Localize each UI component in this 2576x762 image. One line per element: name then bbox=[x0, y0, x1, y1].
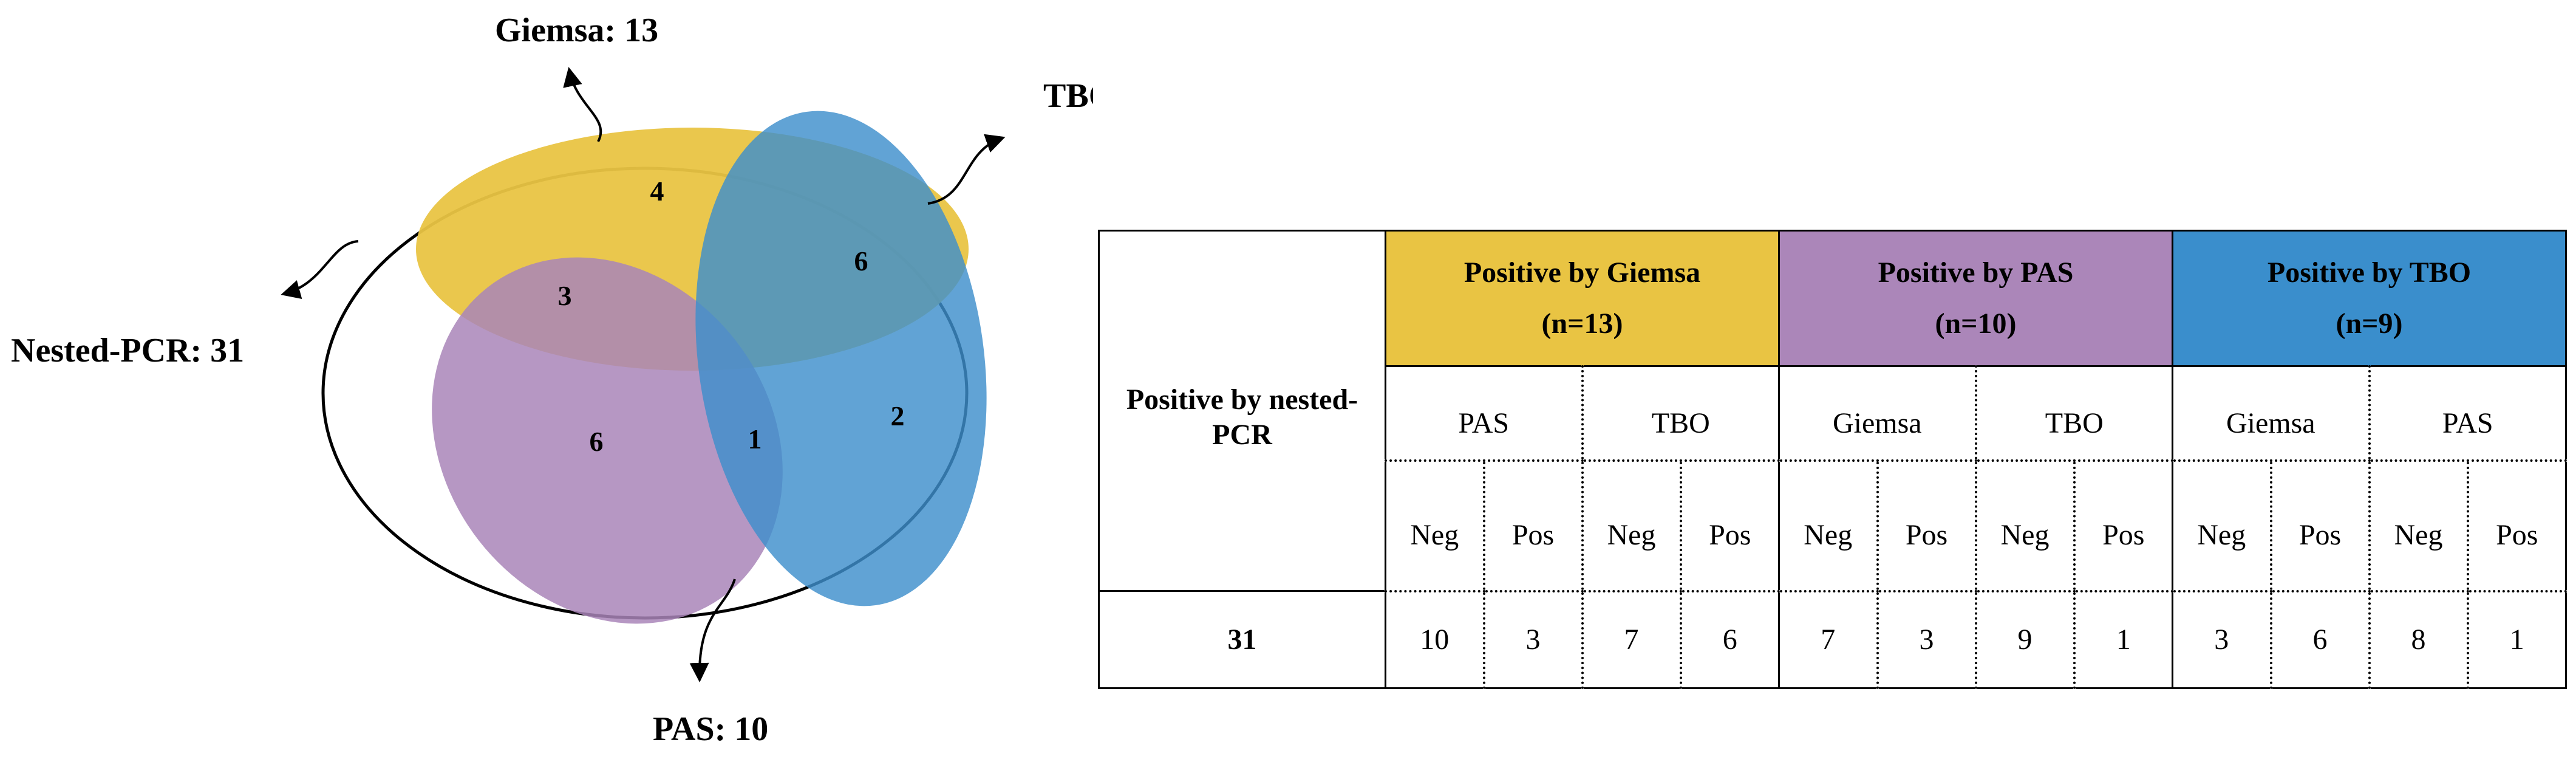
sub-header-pas-tbo: TBO bbox=[1974, 366, 2173, 462]
pos-label: Pos bbox=[1482, 460, 1583, 592]
pas-group-header: Positive by PAS (n=10) bbox=[1778, 230, 2173, 367]
value-cell: 8 bbox=[2368, 591, 2468, 689]
neg-label: Neg bbox=[1778, 460, 1878, 592]
pos-label: Pos bbox=[1679, 460, 1779, 592]
neg-label: Neg bbox=[2172, 460, 2271, 592]
pos-label: Pos bbox=[1876, 460, 1976, 592]
value-cell: 7 bbox=[1581, 591, 1681, 689]
neg-label: Neg bbox=[2368, 460, 2468, 592]
pas-ellipse bbox=[432, 257, 783, 624]
region-pas-only: 6 bbox=[590, 426, 604, 457]
nested-pcr-arrow bbox=[281, 240, 359, 299]
sub-header-pas-giemsa: Giemsa bbox=[1778, 366, 1976, 462]
pos-label: Pos bbox=[2073, 460, 2173, 592]
sub-header-giemsa-tbo: TBO bbox=[1581, 366, 1779, 462]
giemsa-label: Giemsa: 13 bbox=[495, 12, 658, 49]
region-tbo-only: 2 bbox=[891, 400, 905, 431]
tbo-group-header: Positive by TBO (n=9) bbox=[2172, 230, 2567, 367]
pas-arrow bbox=[689, 578, 736, 682]
pcr-value-cell: 31 bbox=[1098, 591, 1386, 689]
pos-label: Pos bbox=[2466, 460, 2567, 592]
table-subheader-row: PAS TBO Giemsa TBO Giemsa PAS bbox=[1099, 366, 2567, 462]
results-table: Positive by nested-PCR Positive by Giems… bbox=[1098, 230, 2567, 689]
venn-diagram: Giemsa: 13 TBO: 9 Nested-PCR: 31 PAS: 10… bbox=[11, 12, 1093, 748]
giemsa-arrow bbox=[563, 67, 602, 142]
tbo-group-title: Positive by TBO bbox=[2267, 256, 2472, 289]
giemsa-group-title: Positive by Giemsa bbox=[1463, 256, 1701, 289]
value-cell: 6 bbox=[1679, 591, 1779, 689]
tbo-arrow bbox=[927, 134, 1006, 205]
sub-header-tbo-giemsa: Giemsa bbox=[2172, 366, 2370, 462]
nested-pcr-label: Nested-PCR: 31 bbox=[11, 332, 244, 369]
table-header-row: Positive by nested-PCR Positive by Giems… bbox=[1098, 230, 2567, 592]
results-table-container: Positive by nested-PCR Positive by Giems… bbox=[1098, 230, 2567, 689]
value-cell: 3 bbox=[1482, 591, 1583, 689]
neg-label: Neg bbox=[1974, 460, 2074, 592]
pas-group-n: (n=10) bbox=[1935, 307, 2017, 340]
pcr-header-cell: Positive by nested-PCR bbox=[1098, 230, 1386, 592]
value-cell: 9 bbox=[1974, 591, 2074, 689]
pcr-header-text: Positive by nested-PCR bbox=[1126, 383, 1358, 451]
giemsa-group-header: Positive by Giemsa (n=13) bbox=[1385, 230, 1780, 367]
tbo-ellipse bbox=[695, 111, 987, 606]
neg-label: Neg bbox=[1581, 460, 1681, 592]
pas-group-title: Positive by PAS bbox=[1878, 256, 2074, 289]
table-negpos-row: Neg Pos Neg Pos Neg Pos Neg Pos Neg Pos … bbox=[1099, 460, 2567, 592]
value-cell: 3 bbox=[2172, 591, 2271, 689]
sub-header-tbo-pas: PAS bbox=[2368, 366, 2567, 462]
pas-label: PAS: 10 bbox=[653, 710, 768, 748]
neg-label: Neg bbox=[1385, 460, 1484, 592]
tbo-group-n: (n=9) bbox=[2336, 307, 2403, 340]
region-giemsa-only: 4 bbox=[650, 176, 664, 207]
value-cell: 7 bbox=[1778, 591, 1878, 689]
value-cell: 1 bbox=[2073, 591, 2173, 689]
region-pas-tbo: 1 bbox=[748, 424, 762, 455]
value-cell: 10 bbox=[1385, 591, 1484, 689]
tbo-label: TBO: 9 bbox=[1043, 77, 1093, 115]
value-cell: 6 bbox=[2269, 591, 2370, 689]
region-giemsa-pas: 3 bbox=[558, 280, 572, 311]
sub-header-giemsa-pas: PAS bbox=[1385, 366, 1583, 462]
value-cell: 1 bbox=[2466, 591, 2567, 689]
giemsa-group-n: (n=13) bbox=[1541, 307, 1623, 340]
region-giemsa-tbo: 6 bbox=[854, 245, 868, 276]
pos-label: Pos bbox=[2269, 460, 2370, 592]
value-cell: 3 bbox=[1876, 591, 1976, 689]
table-value-row: 31 10 3 7 6 7 3 9 1 3 6 8 1 bbox=[1098, 591, 2567, 689]
